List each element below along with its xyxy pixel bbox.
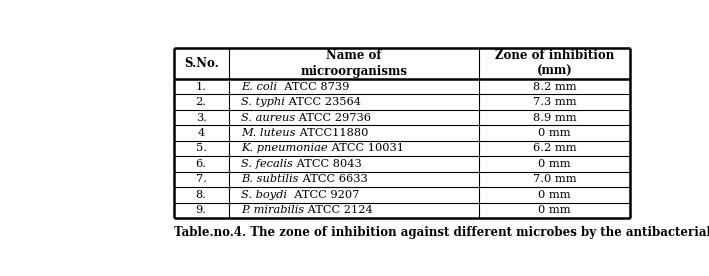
Text: 6.2 mm: 6.2 mm [532,144,576,153]
Text: 6.: 6. [196,159,206,169]
Text: ATCC 8739: ATCC 8739 [277,82,350,92]
Text: K. pneumoniae: K. pneumoniae [241,144,328,153]
Text: S. fecalis: S. fecalis [241,159,293,169]
Text: S. typhi: S. typhi [241,97,285,107]
Text: ATCC 2124: ATCC 2124 [304,205,373,215]
Text: P. mirabilis: P. mirabilis [241,205,304,215]
Text: Zone of inhibition
(mm): Zone of inhibition (mm) [495,49,614,78]
Text: Name of
microorganisms: Name of microorganisms [301,49,408,78]
Text: 7.: 7. [196,174,206,184]
Text: Table.no.4. The zone of inhibition against different microbes by the antibacteri: Table.no.4. The zone of inhibition again… [174,226,709,239]
Text: ATCC 6633: ATCC 6633 [298,174,367,184]
Text: 2.: 2. [196,97,206,107]
Text: E. coli: E. coli [241,82,277,92]
Text: S. aureus: S. aureus [241,113,296,123]
Text: 8.9 mm: 8.9 mm [532,113,576,123]
Text: S. boydi: S. boydi [241,190,287,200]
Text: ATCC 9207: ATCC 9207 [287,190,359,200]
Text: 9.: 9. [196,205,206,215]
Text: 5.: 5. [196,144,206,153]
Text: ATCC 29736: ATCC 29736 [296,113,372,123]
Text: M. luteus: M. luteus [241,128,296,138]
Text: ATCC 8043: ATCC 8043 [293,159,362,169]
Text: 3.: 3. [196,113,206,123]
Text: 7.0 mm: 7.0 mm [532,174,576,184]
Text: ATCC11880: ATCC11880 [296,128,368,138]
Text: 0 mm: 0 mm [538,190,571,200]
Text: 7.3 mm: 7.3 mm [532,97,576,107]
Text: 0 mm: 0 mm [538,159,571,169]
Text: ATCC 23564: ATCC 23564 [285,97,361,107]
Text: S.No.: S.No. [184,57,218,70]
Text: 0 mm: 0 mm [538,128,571,138]
Text: 8.: 8. [196,190,206,200]
Text: ATCC 10031: ATCC 10031 [328,144,403,153]
Text: 4: 4 [198,128,205,138]
Text: 0 mm: 0 mm [538,205,571,215]
Text: 8.2 mm: 8.2 mm [532,82,576,92]
Text: B. subtilis: B. subtilis [241,174,298,184]
Text: 1.: 1. [196,82,206,92]
